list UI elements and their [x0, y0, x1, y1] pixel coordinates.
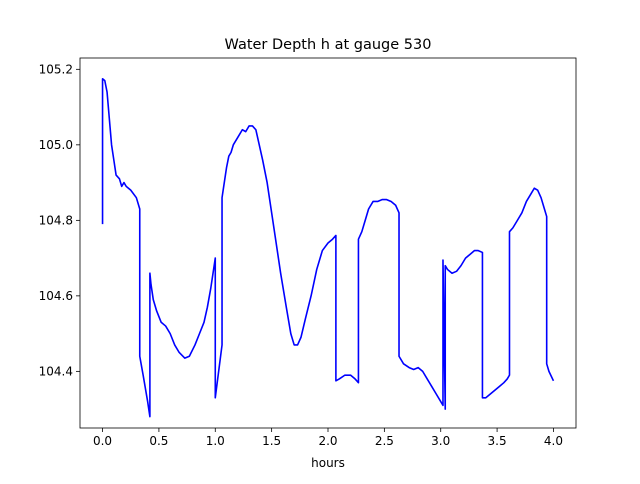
y-tick-label: 104.4 — [39, 364, 73, 378]
y-tick-label: 105.0 — [39, 138, 73, 152]
x-tick-label: 1.0 — [206, 434, 225, 448]
x-tick-label: 2.0 — [318, 434, 337, 448]
y-tick-label: 104.8 — [39, 213, 73, 227]
x-tick-label: 4.0 — [544, 434, 563, 448]
x-tick-label: 3.5 — [488, 434, 507, 448]
x-tick-label: 2.5 — [375, 434, 394, 448]
x-axis-label: hours — [311, 456, 345, 470]
chart-title: Water Depth h at gauge 530 — [225, 37, 432, 53]
series-line-1 — [101, 77, 555, 418]
y-axis: 104.4 104.6 104.8 105.0 105.2 — [39, 62, 80, 378]
x-tick-label: 3.0 — [431, 434, 450, 448]
y-tick-label: 104.6 — [39, 289, 73, 303]
x-tick-label: 0.5 — [149, 434, 168, 448]
x-axis: 0.0 0.5 1.0 1.5 2.0 2.5 3.0 3.5 4.0 — [93, 428, 563, 448]
x-tick-label: 1.5 — [262, 434, 281, 448]
plot-area — [101, 77, 555, 418]
y-tick-label: 105.2 — [39, 62, 73, 76]
x-tick-label: 0.0 — [93, 434, 112, 448]
